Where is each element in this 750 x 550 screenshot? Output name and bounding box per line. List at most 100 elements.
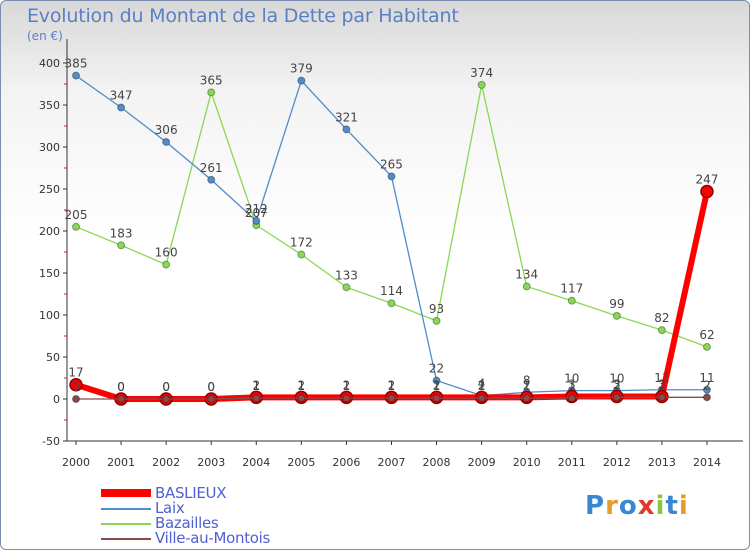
data-point-Bazailles — [387, 299, 396, 308]
data-point-Laix — [297, 76, 306, 85]
data-label-Bazailles: 207 — [245, 206, 268, 220]
data-label-Laix: 379 — [290, 62, 313, 76]
data-label-Laix: 321 — [335, 110, 358, 124]
data-label-BASLIEUX: 2 — [388, 378, 396, 392]
y-tick-label: 150 — [39, 267, 60, 280]
data-label-Bazailles: 62 — [699, 328, 714, 342]
data-label-Laix: 306 — [155, 123, 178, 137]
legend-item: BASLIEUX — [101, 484, 321, 502]
data-label-Bazailles: 117 — [560, 282, 583, 296]
logo-letter: r — [605, 491, 619, 521]
data-label-Laix: 11 — [654, 371, 669, 385]
legend-item: Bazailles — [101, 514, 321, 532]
data-point-Laix — [252, 216, 261, 225]
data-point-Bazailles — [657, 326, 666, 335]
data-label-BASLIEUX: 0 — [117, 380, 125, 394]
data-label-Bazailles: 183 — [110, 226, 133, 240]
x-tick-label: 2008 — [423, 456, 451, 469]
data-point-Bazailles — [702, 342, 711, 351]
data-label-Laix: 11 — [699, 371, 714, 385]
data-label-Ville-au-Montois: 2 — [658, 378, 666, 392]
data-label-Ville-au-Montois: 1 — [298, 379, 306, 393]
logo-letter: x — [637, 491, 656, 521]
data-label-BASLIEUX: 2 — [523, 378, 531, 392]
data-point-Bazailles — [522, 282, 531, 291]
data-label-BASLIEUX: 3 — [613, 377, 621, 391]
proxiti-logo: Proxiti — [585, 491, 689, 521]
data-point-Bazailles — [162, 260, 171, 269]
data-point-Bazailles — [207, 88, 216, 97]
data-label-BASLIEUX: 2 — [298, 378, 306, 392]
logo-letter: P — [585, 491, 606, 521]
data-point-Ville-au-Montois — [297, 394, 306, 403]
data-label-Bazailles: 365 — [200, 73, 223, 87]
data-label-Ville-au-Montois: 1 — [433, 379, 441, 393]
data-label-Laix: 4 — [478, 377, 486, 391]
x-tick-label: 2014 — [693, 456, 721, 469]
y-tick-label: -50 — [42, 435, 60, 448]
data-label-Laix: 212 — [245, 202, 268, 216]
data-label-BASLIEUX: 2 — [478, 378, 486, 392]
data-point-Ville-au-Montois — [342, 394, 351, 403]
y-tick-label: 200 — [39, 225, 60, 238]
data-point-Laix — [387, 172, 396, 181]
legend-swatch — [101, 523, 151, 525]
y-tick-label: 400 — [39, 57, 60, 70]
data-point-Ville-au-Montois — [387, 394, 396, 403]
data-point-BASLIEUX — [700, 184, 714, 199]
data-point-Bazailles — [297, 250, 306, 259]
x-tick-label: 2011 — [558, 456, 586, 469]
data-label-Laix: 10 — [564, 372, 579, 386]
y-tick-label: 50 — [46, 351, 60, 364]
data-label-Ville-au-Montois: 1 — [343, 379, 351, 393]
data-point-Ville-au-Montois — [432, 394, 441, 403]
data-point-Bazailles — [72, 222, 80, 231]
data-label-Ville-au-Montois: 1 — [523, 379, 531, 393]
y-tick-label: 350 — [39, 99, 60, 112]
data-point-Ville-au-Montois — [72, 395, 80, 403]
data-label-Ville-au-Montois: 2 — [613, 378, 621, 392]
data-label-Ville-au-Montois: 0 — [162, 380, 170, 394]
legend-label: Laix — [155, 499, 185, 517]
data-point-Bazailles — [612, 311, 621, 320]
data-label-Bazailles: 93 — [429, 302, 444, 316]
data-point-Laix — [342, 125, 351, 134]
data-label-Ville-au-Montois: 0 — [72, 380, 80, 394]
x-tick-label: 2002 — [152, 456, 180, 469]
data-label-Ville-au-Montois: 0 — [207, 380, 215, 394]
data-point-Laix — [702, 385, 711, 394]
data-point-Laix — [117, 103, 126, 112]
data-label-BASLIEUX: 2 — [433, 378, 441, 392]
data-label-Bazailles: 134 — [515, 267, 538, 281]
data-label-Bazailles: 133 — [335, 268, 358, 282]
data-label-Bazailles: 172 — [290, 236, 313, 250]
data-point-Ville-au-Montois — [612, 393, 621, 402]
data-point-Bazailles — [432, 316, 441, 325]
x-tick-label: 2006 — [332, 456, 360, 469]
data-point-Ville-au-Montois — [207, 395, 216, 403]
logo-letter: i — [655, 491, 666, 521]
data-label-BASLIEUX: 0 — [162, 380, 170, 394]
legend-label: Ville-au-Montois — [155, 529, 271, 547]
data-label-BASLIEUX: 17 — [68, 366, 83, 380]
logo-letter: o — [618, 491, 638, 521]
logo-letter: t — [665, 491, 679, 521]
data-label-BASLIEUX: 3 — [568, 377, 576, 391]
data-label-Bazailles: 99 — [609, 297, 624, 311]
data-label-BASLIEUX: 3 — [658, 377, 666, 391]
data-point-Ville-au-Montois — [567, 394, 576, 403]
data-point-Ville-au-Montois — [117, 395, 126, 403]
data-label-Ville-au-Montois: 1 — [252, 379, 260, 393]
data-point-Ville-au-Montois — [657, 393, 666, 402]
y-tick-label: 0 — [53, 393, 60, 406]
data-point-Ville-au-Montois — [162, 395, 171, 403]
data-point-Ville-au-Montois — [252, 394, 261, 403]
legend-swatch — [101, 508, 151, 510]
data-label-Laix: 347 — [110, 89, 133, 103]
data-point-Bazailles — [117, 241, 126, 250]
legend-swatch — [101, 538, 151, 540]
data-label-BASLIEUX: 2 — [252, 378, 260, 392]
data-label-Laix: 265 — [380, 157, 403, 171]
data-point-Laix — [207, 175, 216, 184]
